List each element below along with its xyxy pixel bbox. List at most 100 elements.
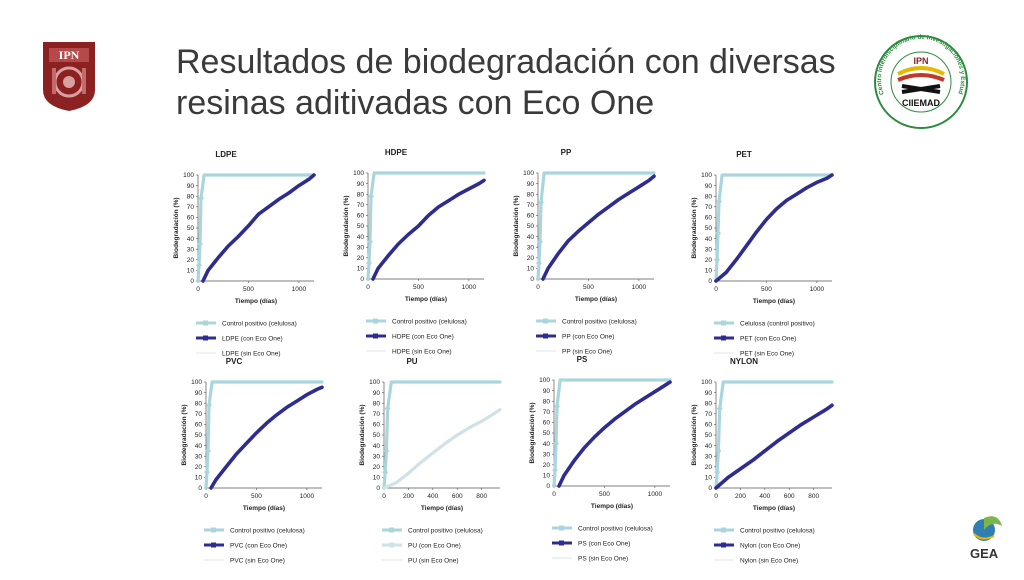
legend-label: Celulosa (control positivo)	[740, 320, 815, 327]
y-tick-label: 50	[705, 225, 713, 232]
svg-text:IPN: IPN	[913, 56, 928, 66]
x-tick-label: 500	[243, 286, 254, 293]
data-point	[537, 238, 544, 245]
y-tick-label: 70	[543, 409, 551, 416]
x-tick-label: 1000	[648, 491, 663, 498]
x-tick-label: 400	[759, 493, 770, 500]
y-tick-label: 70	[357, 202, 365, 209]
chart-ps: PS 0 10 20 30 40 50 60 70 80 90 100 0 500 1000 Tiempo (…	[524, 350, 684, 578]
y-tick-label: 70	[705, 204, 713, 211]
x-tick-label: 500	[761, 286, 772, 293]
y-tick-label: 50	[357, 223, 365, 230]
data-point	[384, 405, 391, 412]
y-tick-label: 50	[187, 225, 195, 232]
y-tick-label: 100	[539, 377, 550, 384]
chart-pp: PP 0 10 20 30 40 50 60 70 80 90 100 0 500 1000 Tiempo (…	[508, 143, 668, 371]
chart-title: NYLON	[730, 357, 758, 366]
y-tick-label: 70	[187, 204, 195, 211]
x-tick-label: 600	[452, 493, 463, 500]
y-tick-label: 30	[187, 246, 195, 253]
y-tick-label: 0	[530, 276, 534, 283]
y-tick-label: 20	[527, 255, 535, 262]
data-point	[715, 230, 722, 237]
chart-pu: PU 0 10 20 30 40 50 60 70 80 90 100 0 200 400 600 800 Tie…	[354, 352, 514, 580]
y-tick-label: 10	[357, 266, 365, 273]
y-tick-label: 60	[373, 422, 381, 429]
y-tick-label: 80	[527, 191, 535, 198]
legend-label: Control positivo (celulosa)	[562, 318, 637, 325]
y-tick-label: 100	[701, 379, 712, 386]
legend-label: Control positivo (celulosa)	[230, 527, 305, 534]
legend-marker	[203, 335, 208, 341]
data-point	[205, 447, 212, 454]
gea-logo: GEA	[962, 508, 1012, 566]
data-point	[206, 402, 213, 409]
y-tick-label: 20	[705, 464, 713, 471]
data-point	[715, 447, 722, 454]
chart-title: HDPE	[385, 148, 408, 157]
x-tick-label: 0	[366, 284, 370, 291]
y-tick-label: 90	[187, 183, 195, 190]
y-tick-label: 0	[190, 278, 194, 285]
y-tick-label: 10	[187, 268, 195, 275]
y-tick-label: 90	[357, 181, 365, 188]
y-tick-label: 20	[187, 257, 195, 264]
y-tick-label: 30	[543, 451, 551, 458]
series-line-treated	[209, 385, 324, 490]
x-axis-label: Tiempo (días)	[243, 505, 285, 512]
legend-marker	[373, 318, 378, 324]
chart-title: PU	[406, 357, 417, 366]
x-tick-label: 200	[403, 493, 414, 500]
y-tick-label: 100	[191, 379, 202, 386]
x-axis-label: Tiempo (días)	[753, 298, 795, 305]
chart-pet: PET 0 10 20 30 40 50 60 70 80 90 100 0 500 1000 Tiempo …	[686, 145, 846, 373]
y-tick-label: 60	[357, 213, 365, 220]
data-point	[553, 440, 560, 447]
y-tick-label: 60	[705, 215, 713, 222]
series-line-treated	[371, 178, 486, 281]
y-tick-label: 0	[546, 483, 550, 490]
y-tick-label: 40	[373, 443, 381, 450]
y-tick-label: 50	[705, 432, 713, 439]
y-axis-label: Biodegradación (%)	[359, 404, 366, 465]
x-tick-label: 0	[196, 286, 200, 293]
series-line-control	[382, 380, 502, 490]
legend-label: Control positivo (celulosa)	[392, 318, 467, 325]
series-line-treated	[541, 174, 656, 281]
x-tick-label: 500	[413, 284, 424, 291]
data-point	[204, 469, 211, 476]
x-axis-label: Tiempo (días)	[421, 505, 463, 512]
y-tick-label: 90	[705, 183, 713, 190]
y-tick-label: 90	[195, 390, 203, 397]
y-tick-label: 90	[373, 390, 381, 397]
y-tick-label: 80	[357, 191, 365, 198]
legend-marker	[211, 542, 216, 548]
ipn-logo: IPN	[40, 40, 98, 112]
y-tick-label: 20	[195, 464, 203, 471]
y-tick-label: 30	[527, 244, 535, 251]
y-tick-label: 10	[195, 475, 203, 482]
x-tick-label: 0	[552, 491, 556, 498]
y-axis-label: Biodegradación (%)	[691, 404, 698, 465]
y-tick-label: 10	[527, 266, 535, 273]
x-tick-label: 1000	[462, 284, 477, 291]
legend-label: Control positivo (celulosa)	[408, 527, 483, 534]
data-point	[714, 469, 721, 476]
x-tick-label: 200	[735, 493, 746, 500]
svg-text:IPN: IPN	[59, 48, 80, 62]
legend-label: PU (sin Eco One)	[408, 557, 459, 564]
chart-title: PET	[736, 150, 752, 159]
legend-label: PET (con Eco One)	[740, 335, 796, 342]
series-line-treated	[714, 403, 834, 490]
y-tick-label: 60	[705, 422, 713, 429]
y-tick-label: 40	[357, 234, 365, 241]
y-tick-label: 0	[376, 485, 380, 492]
series-line-treated	[714, 173, 834, 283]
legend-marker	[721, 527, 726, 533]
y-tick-label: 80	[187, 193, 195, 200]
data-point	[552, 467, 559, 474]
slide-title: Resultados de biodegradación con diversa…	[176, 43, 836, 122]
y-tick-label: 30	[373, 453, 381, 460]
legend-label: LDPE (con Eco One)	[222, 335, 283, 342]
y-tick-label: 100	[701, 172, 712, 179]
